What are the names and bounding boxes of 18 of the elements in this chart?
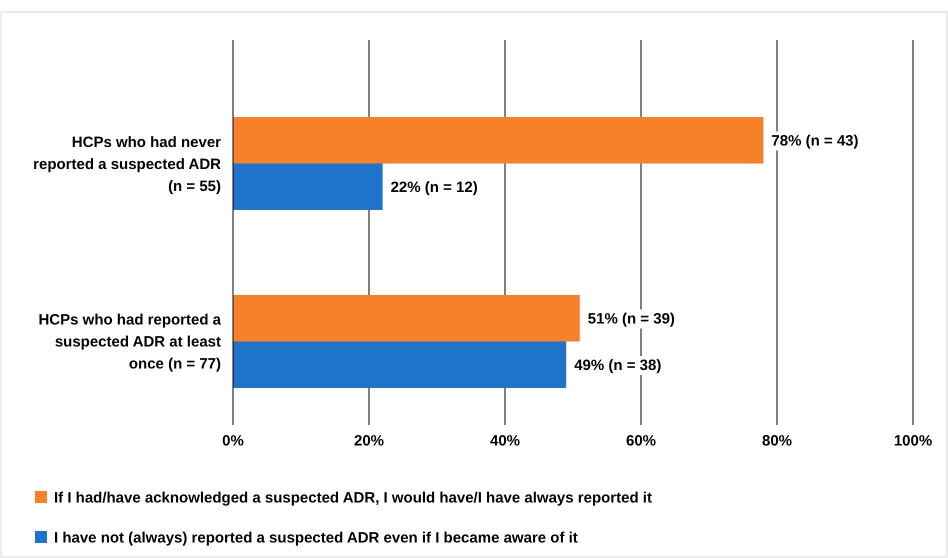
x-tick-label: 20% — [354, 432, 384, 450]
y-tick-label: HCPs who had never reported a suspected ADR (n = 55) — [33, 134, 222, 195]
bar — [233, 164, 383, 210]
bar — [233, 117, 764, 164]
x-tick-label: 40% — [490, 432, 520, 450]
data-label: 22% (n = 12) — [390, 179, 478, 196]
x-tick-label: 100% — [894, 432, 932, 450]
data-label: 51% (n = 39) — [588, 310, 675, 328]
legend-label: If I had/have acknowledged a suspected ADR, I would have/I have always reported it — [54, 489, 652, 506]
x-tick-label: 60% — [626, 432, 656, 450]
y-tick-label: HCPs who had reported a suspected ADR at least once (n = 77) — [38, 312, 222, 373]
legend-label: I have not (always) reported a suspected ADR even if I became aware of it — [54, 529, 578, 546]
data-label: 78% (n = 43) — [771, 132, 859, 150]
bar — [233, 341, 566, 388]
bar — [233, 294, 580, 342]
x-tick-label: 80% — [762, 432, 792, 450]
data-label: 49% (n = 38) — [574, 356, 662, 374]
x-tick-label: 0% — [222, 432, 244, 450]
